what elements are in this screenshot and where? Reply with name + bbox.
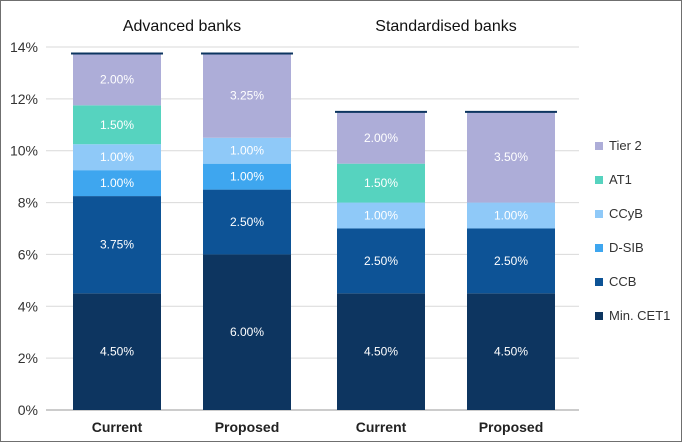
segment-value-label: 4.50%	[494, 345, 528, 359]
segment-value-label: 3.50%	[494, 150, 528, 164]
legend-label: Tier 2	[609, 138, 642, 153]
bar-segment	[73, 53, 161, 106]
category-label: Proposed	[479, 419, 544, 435]
y-tick-label: 4%	[18, 298, 38, 314]
segment-value-label: 1.00%	[230, 144, 264, 158]
bar-segment	[203, 137, 291, 164]
legend-label: CCB	[609, 274, 636, 289]
y-tick-label: 6%	[18, 246, 38, 262]
group-title: Standardised banks	[375, 18, 516, 35]
legend: Tier 2 AT1 CCyB D-SIB CCB Min. CET1	[595, 138, 670, 323]
legend-label: Min. CET1	[609, 308, 670, 323]
legend-swatch	[595, 312, 603, 320]
bar-segment	[467, 111, 555, 203]
category-label: Proposed	[215, 419, 280, 435]
segment-value-label: 3.25%	[230, 89, 264, 103]
bar-segment	[203, 163, 291, 190]
segment-value-label: 2.00%	[100, 72, 134, 86]
legend-swatch	[595, 278, 603, 286]
group-title: Advanced banks	[123, 18, 241, 35]
bar-segment	[203, 254, 291, 410]
bars: 4.50% 3.75% 1.00% 1.00% 1.50% 2.00% 6.00% 2.50%…	[71, 52, 557, 410]
bar-segment	[203, 53, 291, 138]
segment-value-label: 1.00%	[100, 150, 134, 164]
legend-label: CCyB	[609, 206, 643, 221]
segment-value-label: 2.50%	[230, 215, 264, 229]
segment-value-label: 2.50%	[364, 254, 398, 268]
bar-segment	[203, 189, 291, 255]
legend-swatch	[595, 210, 603, 218]
y-axis-ticks: 0% 2% 4% 6% 8% 10% 12% 14%	[10, 39, 38, 418]
segment-value-label: 4.50%	[100, 345, 134, 359]
segment-value-label: 1.50%	[364, 176, 398, 190]
bar-segment	[73, 105, 161, 145]
bar-segment	[337, 163, 425, 203]
y-tick-label: 8%	[18, 195, 38, 211]
legend-label: D-SIB	[609, 240, 644, 255]
segment-value-label: 2.50%	[494, 254, 528, 268]
bar-segment	[337, 111, 425, 164]
bar-segment	[467, 228, 555, 294]
segment-value-label: 4.50%	[364, 345, 398, 359]
legend-label: AT1	[609, 172, 632, 187]
y-tick-label: 0%	[18, 402, 38, 418]
segment-value-label: 1.00%	[230, 170, 264, 184]
bar-segment	[467, 293, 555, 410]
segment-value-label: 3.75%	[100, 238, 134, 252]
x-axis-categories: Current Proposed Current Proposed	[92, 419, 544, 435]
segment-value-label: 1.00%	[364, 209, 398, 223]
bar-segment	[73, 196, 161, 294]
bar-segment	[467, 202, 555, 229]
group-titles: Advanced banks Standardised banks	[123, 18, 517, 35]
category-label: Current	[92, 419, 143, 435]
segment-value-label: 1.00%	[100, 176, 134, 190]
legend-swatch	[595, 176, 603, 184]
bar-segment	[337, 228, 425, 294]
y-tick-label: 10%	[10, 143, 38, 159]
segment-value-label: 1.50%	[100, 118, 134, 132]
legend-swatch	[595, 244, 603, 252]
bar-segment	[73, 144, 161, 171]
segment-value-label: 6.00%	[230, 325, 264, 339]
y-tick-label: 14%	[10, 39, 38, 55]
segment-value-label: 2.00%	[364, 131, 398, 145]
y-tick-label: 12%	[10, 91, 38, 107]
category-label: Current	[356, 419, 407, 435]
bar-segment	[337, 202, 425, 229]
y-tick-label: 2%	[18, 350, 38, 366]
bar-segment	[73, 170, 161, 197]
legend-swatch	[595, 142, 603, 150]
bar-segment	[337, 293, 425, 410]
segment-value-label: 1.00%	[494, 209, 528, 223]
bar-segment	[73, 293, 161, 410]
